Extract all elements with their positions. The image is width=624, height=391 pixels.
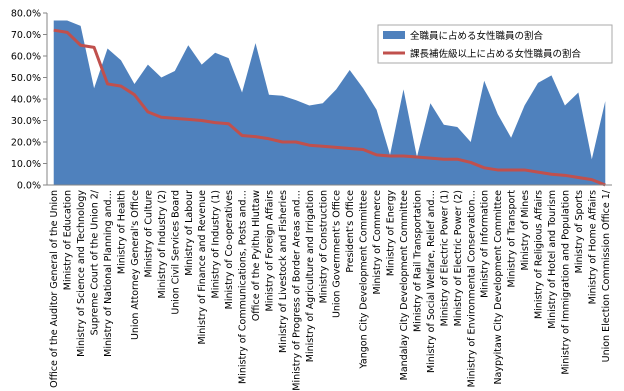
x-tick-label: Ministry of Immigration and Population bbox=[560, 190, 571, 375]
y-tick-label: 10.0% bbox=[11, 159, 41, 170]
x-tick-label: Ministry of Industry (1) bbox=[211, 190, 222, 298]
x-tick-label: Ministry of Home Affairs bbox=[587, 190, 598, 304]
x-tick-label: Ministry of Information bbox=[480, 190, 491, 298]
x-tick-label: Ministry of Co-operatives bbox=[224, 190, 235, 309]
y-tick-label: 70.0% bbox=[11, 30, 41, 41]
x-tick-label: Ministry of Environmental Conservation… bbox=[466, 190, 477, 387]
legend-label: 全職員に占める女性職員の割合 bbox=[410, 30, 544, 42]
x-tick-label: Union Attorney General's Office bbox=[130, 190, 141, 340]
x-tick-label: Supreme Court of the Union 2/ bbox=[90, 189, 101, 335]
x-tick-label: Ministry of Electric Power (1) bbox=[439, 190, 450, 326]
x-tick-label: Office of the Auditor General of the Uni… bbox=[49, 190, 60, 388]
legend-box bbox=[377, 24, 613, 64]
y-tick-label: 60.0% bbox=[11, 52, 41, 63]
x-tick-label: Ministry of Agriculture and Irrigation bbox=[305, 190, 316, 362]
x-tick-label: Ministry of Sports bbox=[574, 190, 585, 273]
x-tick-label: Union Election Commission Office 1/ bbox=[601, 189, 612, 362]
x-tick-label: Ministry of Transport bbox=[507, 190, 518, 288]
x-tick-label: Ministry of Rail Transportation bbox=[412, 190, 423, 332]
x-tick-label: Ministry of Livestock and Fisheries bbox=[278, 190, 289, 353]
x-tick-label: Ministry of Finance and Revenue bbox=[197, 190, 208, 345]
x-tick-label: Ministry of Electric Power (2) bbox=[453, 190, 464, 326]
x-tick-label: Office of the Pyithu Hluttaw bbox=[251, 190, 262, 321]
x-tick-label: President's Office bbox=[345, 190, 356, 273]
x-tick-label: Ministry of National Planning and… bbox=[103, 190, 114, 357]
x-tick-label: Ministry of Hotel and Tourism bbox=[547, 190, 558, 329]
x-tick-label: Ministry of Social Welfare, Relief and… bbox=[426, 190, 437, 373]
x-tick-label: Ministry of Communications, Posts and… bbox=[238, 190, 249, 384]
x-tick-label: Ministry of Mines bbox=[520, 190, 531, 271]
area bbox=[53, 20, 606, 186]
x-tick-label: Ministry of Commerce bbox=[372, 190, 383, 295]
x-tick-label: Ministry of Religious Affairs bbox=[534, 190, 545, 319]
x-tick-label: Union Government's Office bbox=[332, 190, 343, 318]
x-tick-label: Union Civil Services Board bbox=[170, 190, 181, 315]
y-tick-label: 50.0% bbox=[11, 73, 41, 84]
x-tick-label: Naypyitaw City Development Committee bbox=[493, 190, 504, 385]
x-tick-label: Ministry of Health bbox=[116, 190, 127, 274]
x-tick-label: Mandalay City Development Committee bbox=[399, 190, 410, 380]
legend-swatch bbox=[383, 31, 405, 39]
x-tick-label: Ministry of Culture bbox=[143, 190, 154, 278]
y-tick-label: 80.0% bbox=[11, 9, 41, 20]
y-tick-label: 0.0% bbox=[17, 181, 41, 192]
x-tick-label: Ministry of Energy bbox=[386, 190, 397, 277]
y-tick-label: 20.0% bbox=[11, 138, 41, 149]
legend-label: 課長補佐級以上に占める女性職員の割合 bbox=[410, 48, 582, 60]
x-tick-label: Ministry of Education bbox=[63, 190, 74, 290]
x-tick-label: Ministry of Science and Technology bbox=[76, 190, 87, 357]
y-tick-label: 40.0% bbox=[11, 95, 41, 106]
x-tick-label: Ministry of Labour bbox=[184, 190, 195, 276]
x-tick-label: Ministry of Progress of Border Areas and… bbox=[291, 190, 302, 391]
y-tick-label: 30.0% bbox=[11, 116, 41, 127]
x-tick-label: Ministry of Industry (2) bbox=[157, 190, 168, 298]
line bbox=[53, 28, 606, 187]
x-tick-label: Ministry of Foreign Affairs bbox=[264, 190, 275, 311]
x-tick-label: Ministry of Construction bbox=[318, 190, 329, 303]
x-tick-label: Yangon City Development Committee bbox=[359, 190, 370, 370]
